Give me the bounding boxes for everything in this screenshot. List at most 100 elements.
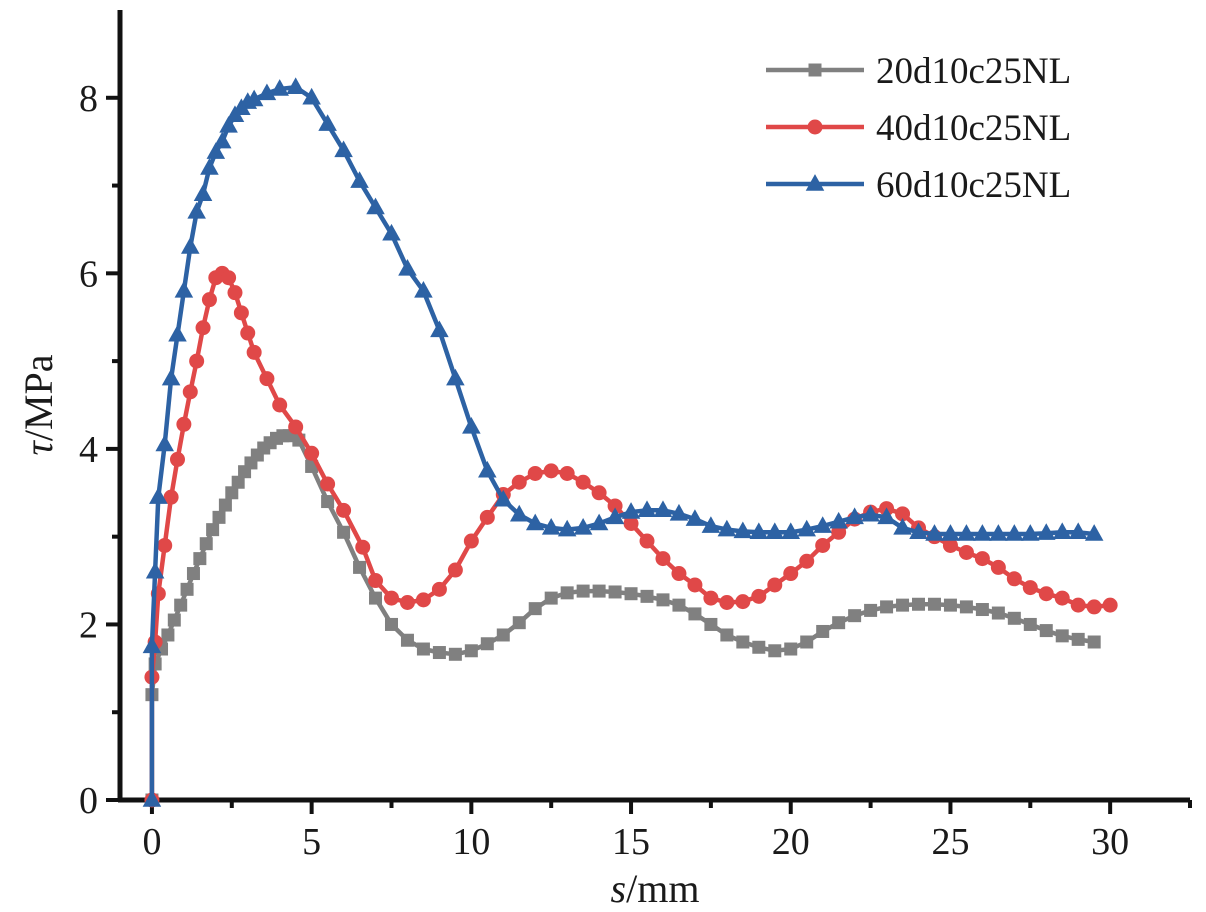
data-point	[637, 500, 657, 518]
data-point	[829, 511, 848, 529]
data-point	[257, 83, 277, 101]
data-point	[200, 158, 219, 175]
data-point	[671, 566, 687, 582]
data-point	[701, 516, 721, 533]
data-point	[337, 525, 351, 539]
data-point	[925, 524, 944, 541]
y-axis-title: τ/MPa	[16, 354, 61, 455]
data-point	[464, 644, 478, 658]
data-point	[369, 591, 383, 605]
data-point	[942, 537, 958, 553]
data-point	[877, 507, 896, 525]
data-point	[318, 114, 337, 131]
data-point	[640, 589, 654, 603]
data-point	[848, 609, 862, 623]
data-point	[543, 463, 559, 479]
data-point	[768, 644, 782, 658]
data-point	[195, 320, 211, 336]
data-point	[270, 79, 289, 96]
data-point	[512, 616, 526, 630]
data-point	[288, 419, 304, 435]
data-point	[639, 533, 655, 549]
data-point	[431, 581, 447, 597]
data-point	[896, 598, 910, 612]
data-point	[302, 87, 321, 105]
data-point	[169, 451, 185, 467]
x-tick-label: 5	[302, 821, 321, 863]
y-tick-label: 0	[79, 780, 98, 822]
data-point	[912, 597, 926, 611]
data-point	[605, 507, 625, 525]
data-point	[180, 237, 200, 254]
y-tick-label: 2	[79, 604, 98, 646]
data-point	[573, 517, 593, 535]
data-point	[751, 588, 767, 604]
data-point	[286, 77, 305, 94]
data-point	[815, 537, 831, 553]
data-point	[336, 502, 352, 518]
data-point	[304, 445, 320, 461]
data-point	[446, 368, 465, 386]
data-point	[909, 522, 928, 539]
data-point	[414, 280, 433, 298]
data-point	[494, 489, 513, 507]
data-point	[233, 305, 249, 321]
data-point	[669, 503, 689, 521]
data-point	[733, 521, 753, 539]
data-point	[927, 597, 941, 611]
data-point	[541, 517, 561, 535]
data-point	[259, 371, 275, 387]
data-point	[206, 142, 226, 159]
series-60d10c25NL	[142, 77, 1104, 807]
data-point	[765, 522, 785, 539]
data-point	[161, 368, 181, 386]
data-point	[717, 519, 737, 537]
data-point	[656, 593, 670, 607]
x-tick-label: 0	[142, 821, 161, 863]
data-point	[831, 524, 847, 540]
data-point	[448, 647, 462, 661]
data-point	[813, 516, 832, 533]
data-point	[430, 320, 449, 338]
data-point	[525, 513, 545, 531]
data-point	[145, 561, 165, 579]
data-point	[496, 628, 510, 642]
data-point	[1087, 635, 1101, 649]
legend: 20d10c25NL 40d10c25NL 60d10c25NL	[766, 51, 1071, 206]
data-point	[157, 537, 173, 553]
data-point	[1023, 617, 1037, 631]
data-point	[719, 595, 735, 610]
data-point	[174, 598, 188, 612]
data-point	[607, 498, 623, 514]
data-point	[527, 465, 543, 481]
data-point	[163, 489, 179, 505]
data-point	[355, 539, 371, 555]
data-point	[1054, 590, 1070, 606]
data-point	[672, 598, 686, 612]
data-point	[720, 628, 734, 642]
data-point	[509, 504, 529, 522]
data-point	[244, 89, 264, 107]
data-point	[399, 595, 415, 610]
data-point	[218, 498, 232, 512]
data-point	[1052, 522, 1072, 539]
data-point	[1021, 524, 1040, 541]
data-point	[797, 519, 816, 537]
data-point	[736, 635, 750, 649]
data-point	[447, 562, 463, 578]
data-point	[180, 582, 194, 596]
data-point	[784, 642, 798, 656]
data-point	[749, 522, 769, 539]
data-point	[155, 434, 174, 452]
data-point	[688, 607, 702, 621]
data-point	[186, 567, 200, 581]
data-point	[189, 353, 205, 369]
data-point	[799, 553, 815, 569]
data-point	[624, 587, 638, 601]
data-point	[201, 292, 217, 308]
legend-item: 20d10c25NL	[766, 51, 1071, 92]
data-point	[176, 416, 192, 432]
data-point	[653, 500, 673, 518]
data-point	[231, 475, 245, 489]
